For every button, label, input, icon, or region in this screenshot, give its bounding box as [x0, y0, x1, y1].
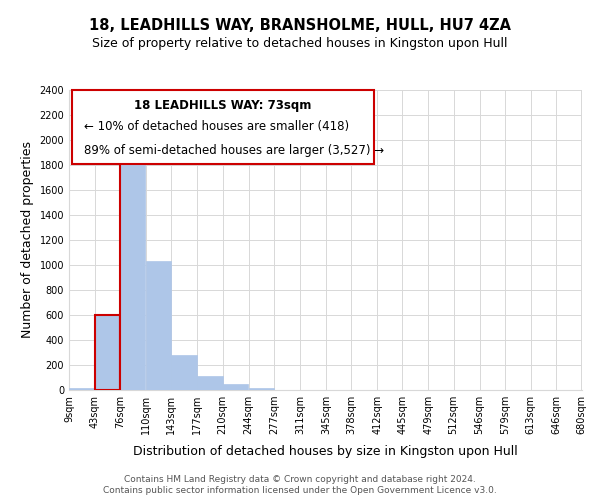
Bar [248, 388, 274, 390]
Bar [69, 388, 94, 390]
Y-axis label: Number of detached properties: Number of detached properties [21, 142, 34, 338]
FancyBboxPatch shape [71, 90, 374, 164]
X-axis label: Distribution of detached houses by size in Kingston upon Hull: Distribution of detached houses by size … [133, 446, 518, 458]
Bar [172, 355, 197, 390]
Text: Contains public sector information licensed under the Open Government Licence v3: Contains public sector information licen… [103, 486, 497, 495]
Text: ← 10% of detached houses are smaller (418): ← 10% of detached houses are smaller (41… [85, 120, 350, 133]
Text: 18 LEADHILLS WAY: 73sqm: 18 LEADHILLS WAY: 73sqm [134, 99, 311, 112]
Bar [120, 155, 145, 390]
Text: Contains HM Land Registry data © Crown copyright and database right 2024.: Contains HM Land Registry data © Crown c… [124, 475, 476, 484]
Text: Size of property relative to detached houses in Kingston upon Hull: Size of property relative to detached ho… [92, 38, 508, 51]
Text: 18, LEADHILLS WAY, BRANSHOLME, HULL, HU7 4ZA: 18, LEADHILLS WAY, BRANSHOLME, HULL, HU7… [89, 18, 511, 32]
Text: 89% of semi-detached houses are larger (3,527) →: 89% of semi-detached houses are larger (… [85, 144, 385, 157]
Bar [223, 384, 248, 390]
Bar [197, 376, 223, 390]
Bar [95, 315, 120, 390]
Bar [146, 260, 172, 390]
